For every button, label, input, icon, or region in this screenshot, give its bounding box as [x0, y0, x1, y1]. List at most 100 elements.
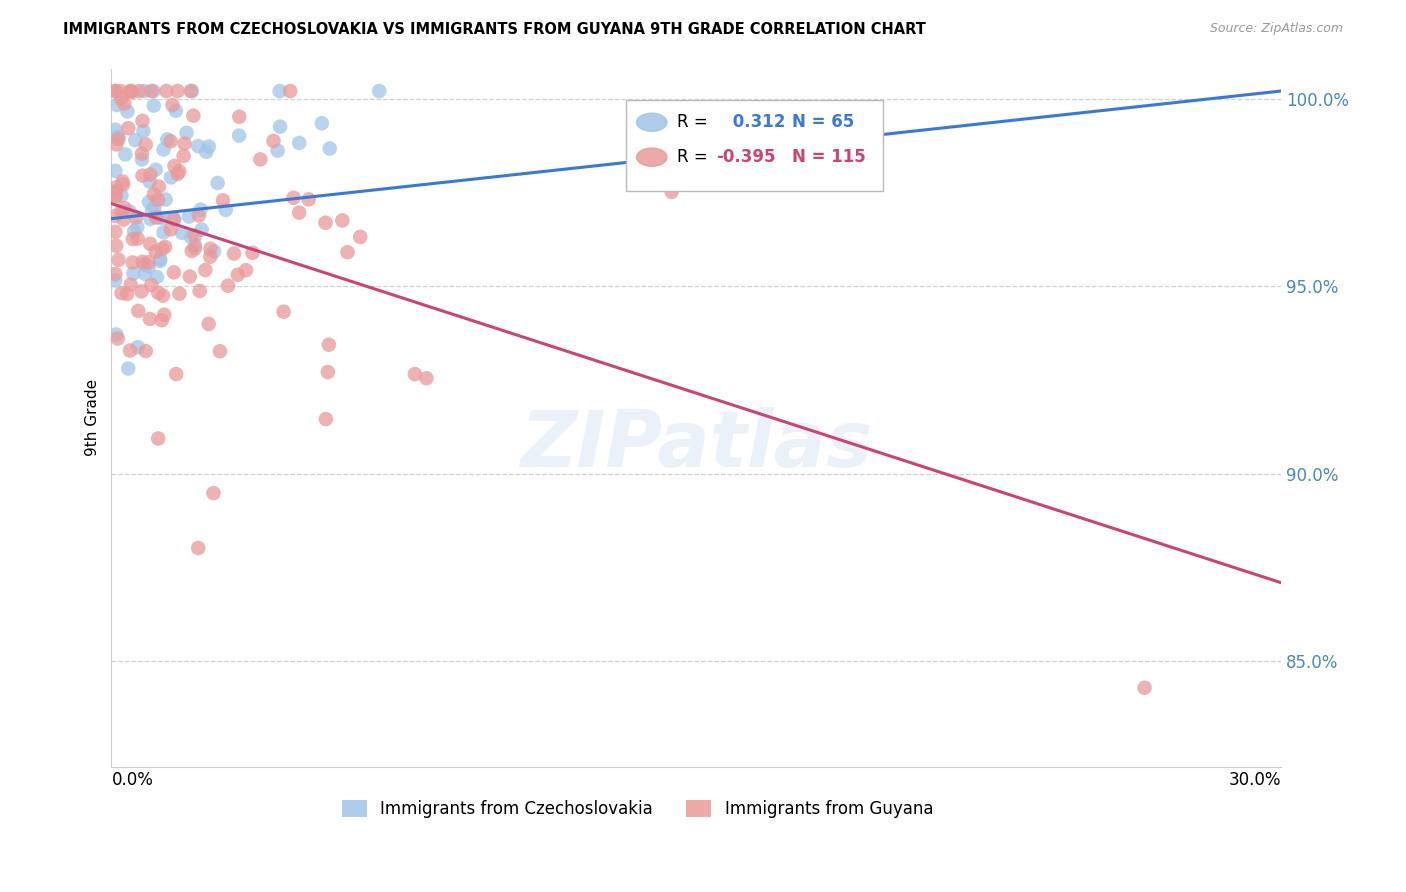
Point: [150, 313, 173, 327]
Text: -0.395: -0.395: [716, 148, 776, 166]
Point: [105, 184, 128, 198]
Point: [138, 255, 160, 269]
Point: [148, 285, 170, 300]
Point: [187, 139, 209, 153]
Point: [318, 337, 340, 351]
Point: [122, 267, 145, 281]
Point: [120, 277, 142, 292]
Point: [159, 134, 181, 148]
Point: [184, 228, 207, 243]
Point: [139, 236, 162, 251]
Point: [110, 204, 132, 219]
Point: [190, 222, 212, 236]
Point: [131, 146, 153, 161]
Point: [121, 85, 143, 99]
Point: [148, 432, 170, 446]
Point: [153, 240, 176, 254]
Point: [104, 84, 127, 98]
Point: [148, 179, 170, 194]
Point: [217, 278, 239, 293]
Point: [278, 84, 301, 98]
Point: [242, 245, 264, 260]
Point: [134, 267, 156, 281]
Point: [188, 284, 211, 298]
Point: [153, 308, 176, 322]
Point: [269, 120, 291, 134]
Point: [184, 241, 207, 255]
FancyBboxPatch shape: [626, 100, 883, 191]
Point: [163, 159, 186, 173]
Point: [288, 136, 311, 150]
Point: [165, 103, 187, 118]
Point: [266, 144, 288, 158]
Point: [215, 202, 238, 217]
Point: [148, 211, 170, 225]
Point: [107, 132, 129, 146]
Point: [149, 252, 172, 267]
Point: [131, 169, 153, 183]
Point: [107, 252, 129, 267]
Point: [404, 367, 426, 381]
Point: [226, 268, 249, 282]
Point: [661, 185, 683, 199]
Point: [180, 230, 202, 244]
Point: [141, 84, 163, 98]
Point: [298, 193, 321, 207]
Point: [200, 242, 222, 256]
Point: [166, 84, 188, 98]
Point: [135, 137, 157, 152]
Point: [316, 365, 339, 379]
Point: [159, 222, 181, 236]
Point: [139, 211, 162, 226]
Point: [104, 267, 127, 281]
Point: [273, 304, 295, 318]
Point: [110, 84, 132, 98]
Point: [162, 211, 184, 226]
Point: [105, 98, 128, 112]
Point: [139, 175, 162, 189]
Point: [145, 244, 167, 259]
Point: [176, 126, 198, 140]
Point: [120, 343, 142, 358]
Point: [162, 98, 184, 112]
Point: [104, 180, 127, 194]
Point: [139, 168, 162, 182]
Point: [349, 230, 371, 244]
Point: [228, 110, 250, 124]
Point: [115, 287, 138, 301]
Point: [288, 205, 311, 219]
Point: [163, 265, 186, 279]
Point: [121, 255, 143, 269]
Point: [181, 84, 204, 98]
Point: [146, 193, 169, 207]
Point: [235, 263, 257, 277]
Point: [180, 244, 202, 258]
Text: N = 65: N = 65: [792, 113, 855, 131]
Point: [170, 226, 193, 240]
Point: [208, 344, 231, 359]
Point: [104, 225, 127, 239]
Point: [117, 361, 139, 376]
Point: [169, 286, 191, 301]
Point: [315, 216, 337, 230]
Point: [200, 250, 222, 264]
Point: [152, 211, 174, 226]
Point: [138, 194, 160, 209]
Point: [110, 286, 132, 301]
Point: [132, 84, 155, 98]
Point: [117, 121, 139, 136]
Point: [127, 340, 149, 354]
Point: [198, 139, 221, 153]
Point: [283, 191, 305, 205]
Text: IMMIGRANTS FROM CZECHOSLOVAKIA VS IMMIGRANTS FROM GUYANA 9TH GRADE CORRELATION C: IMMIGRANTS FROM CZECHOSLOVAKIA VS IMMIGR…: [63, 22, 927, 37]
Point: [152, 288, 174, 302]
Point: [183, 109, 205, 123]
Point: [114, 147, 136, 161]
Point: [160, 170, 183, 185]
Point: [173, 149, 195, 163]
Point: [152, 143, 174, 157]
Point: [132, 257, 155, 271]
Point: [142, 187, 165, 202]
Point: [155, 84, 177, 98]
Point: [117, 104, 139, 119]
